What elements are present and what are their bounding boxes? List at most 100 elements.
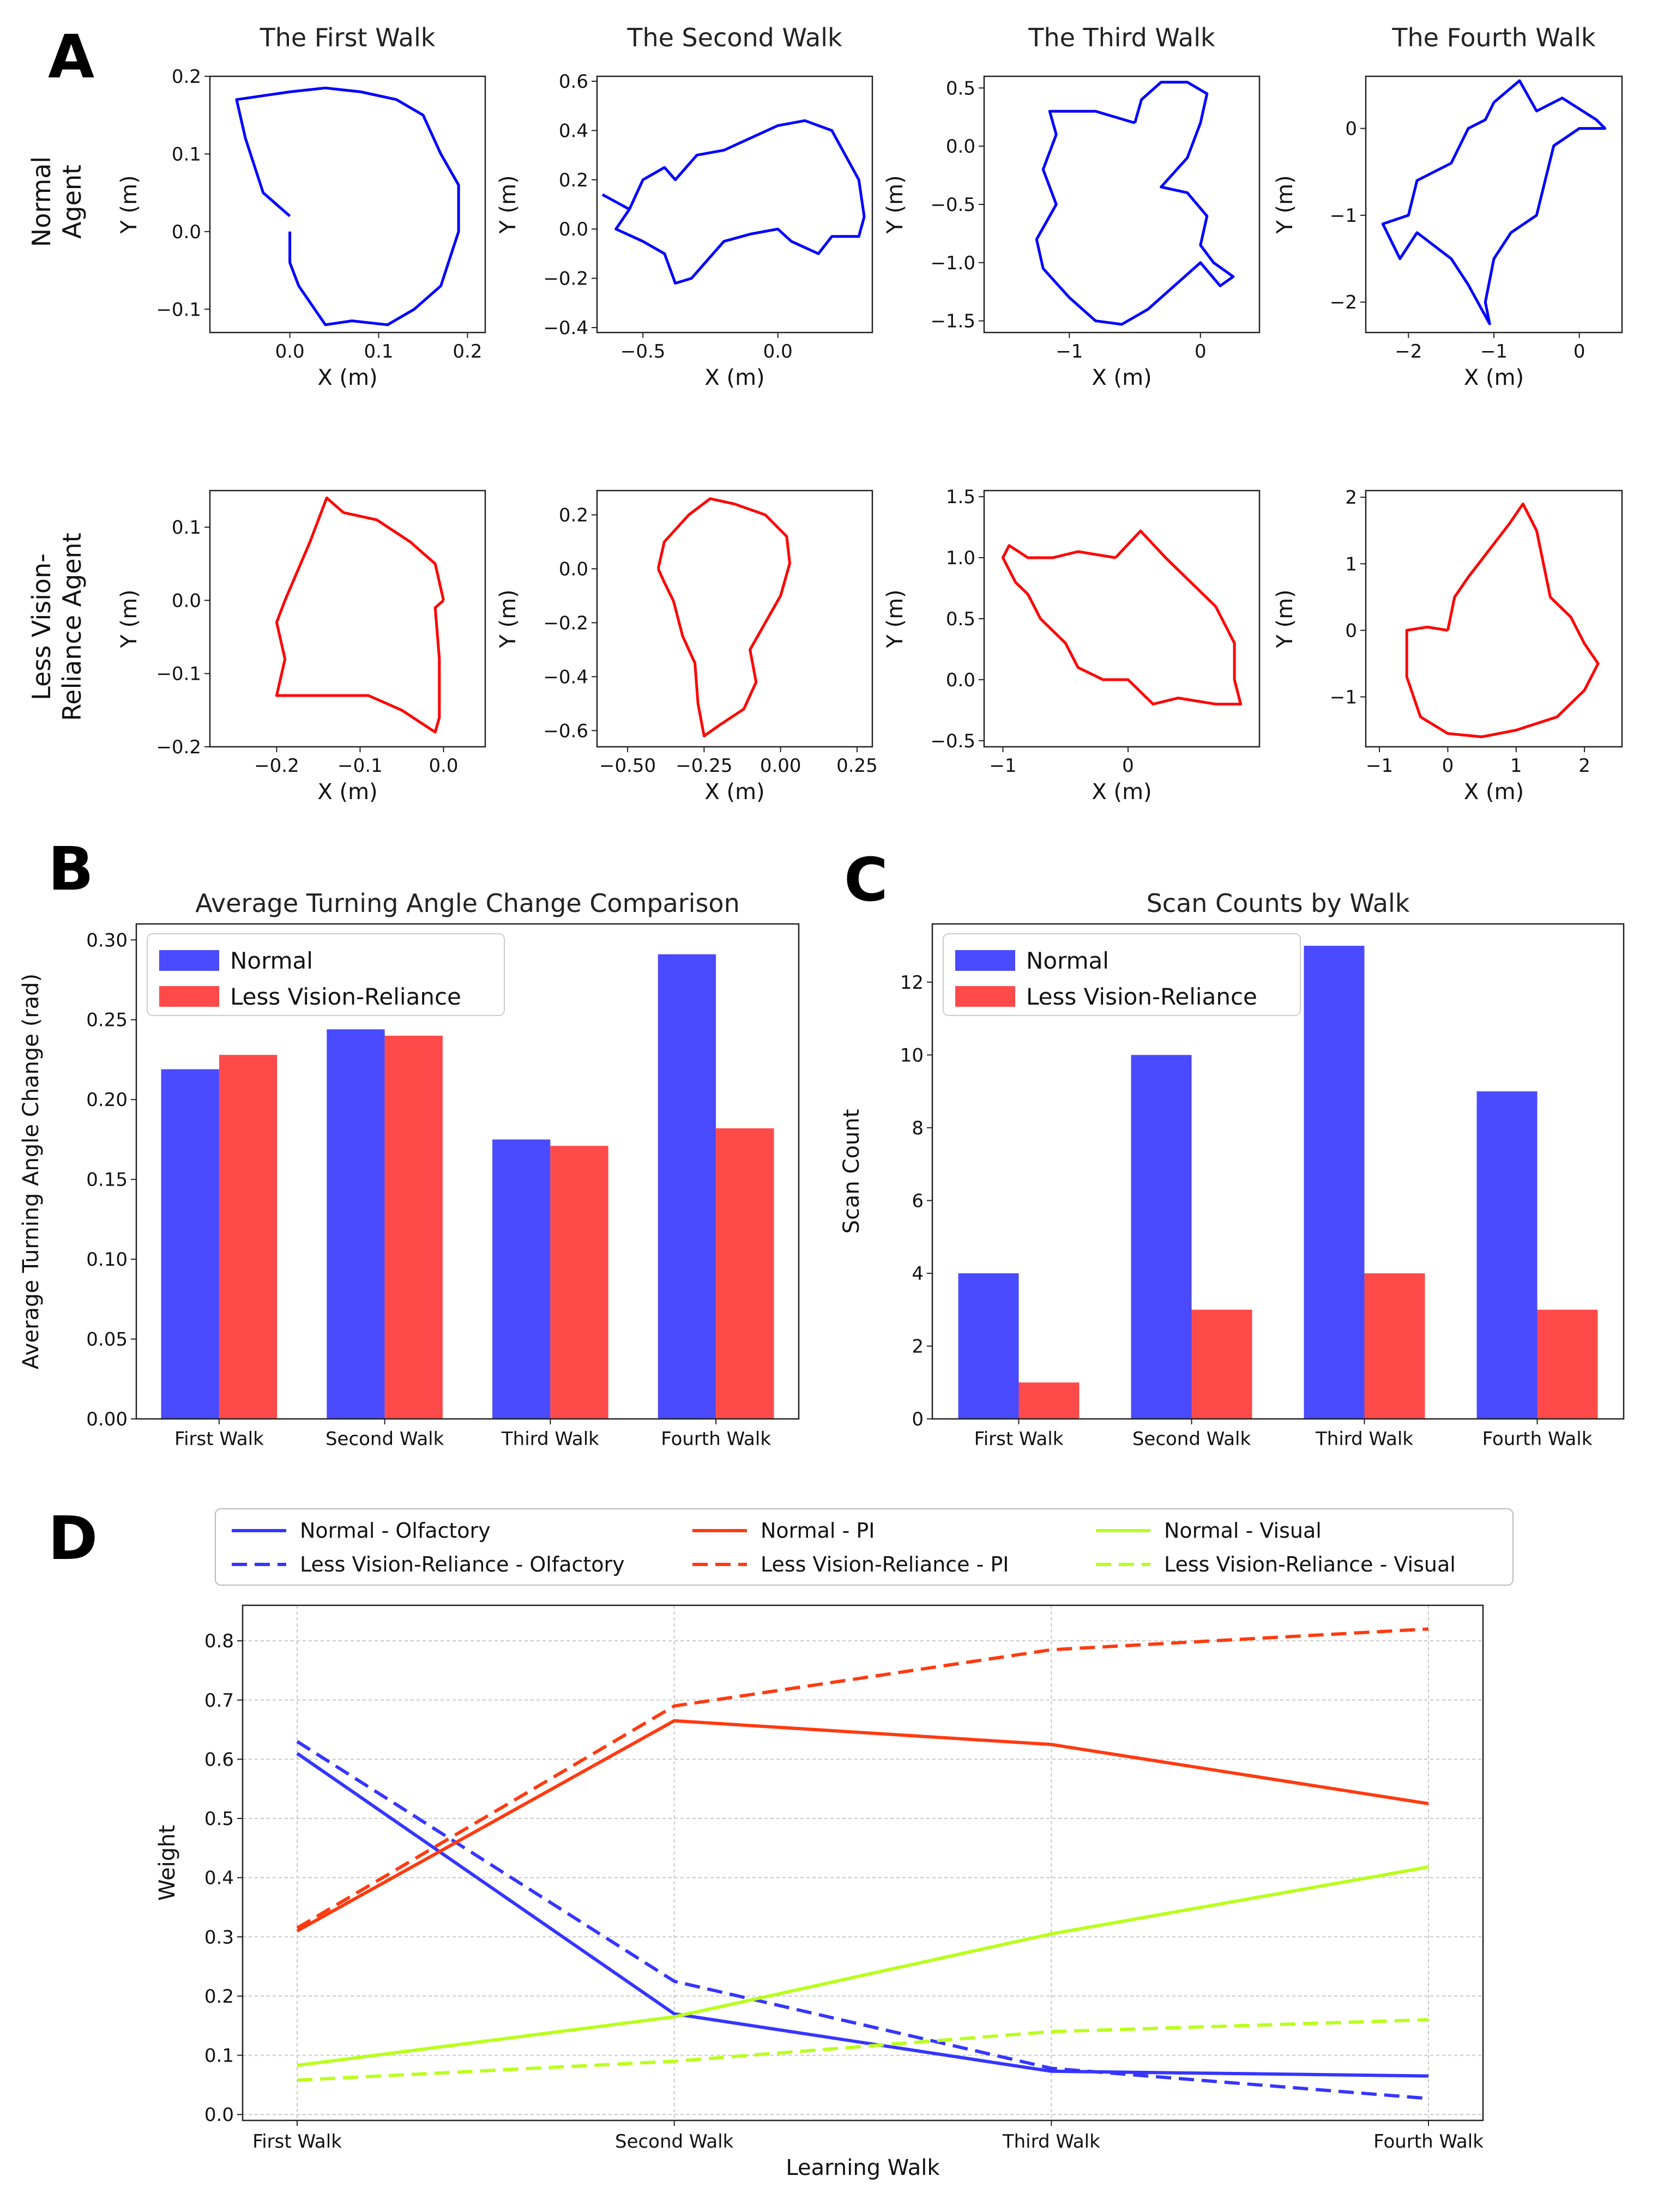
x-tick-label: −0.50 bbox=[599, 755, 656, 777]
trajectory-plot-a-normal-2: The Second Walk −0.5 0.0 −0.4 −0.2 0.0 0.2 0.4 0… bbox=[496, 23, 873, 390]
trajectory-line bbox=[656, 497, 791, 738]
x-tick-label: 0 bbox=[1573, 341, 1585, 362]
y-tick-label: −0.1 bbox=[156, 299, 201, 321]
line-chart-d: 0.0 0.1 0.2 0.3 0.4 0.5 0.6 0.7 0.8 First Walk Sec… bbox=[155, 1508, 1514, 2180]
x-axis-label: X (m) bbox=[704, 779, 764, 805]
legend-label: Less Vision-Reliance - PI bbox=[761, 1552, 1009, 1576]
row-label-normal-line1: Normal bbox=[27, 156, 56, 247]
y-tick-label: 1 bbox=[1345, 553, 1357, 575]
x-axis-label: X (m) bbox=[317, 365, 377, 390]
y-tick-label: 6 bbox=[912, 1190, 924, 1212]
y-tick-label: 0.2 bbox=[172, 66, 201, 88]
x-tick-label: Third Walk bbox=[501, 1428, 599, 1450]
y-axis-label: Y (m) bbox=[883, 589, 908, 648]
y-tick-label: 1.0 bbox=[946, 547, 975, 569]
trajectory-plot-a-less-3: −1 0 −0.5 0.0 0.5 1.0 1.5 X (m) Y (m) bbox=[883, 486, 1261, 805]
series-line-less-vision-reliance-visual bbox=[297, 2018, 1429, 2082]
legend-label: Less Vision-Reliance bbox=[1026, 983, 1257, 1010]
bar-normal bbox=[958, 1273, 1019, 1419]
y-tick-label: −1.0 bbox=[930, 252, 975, 274]
y-axis-label: Weight bbox=[155, 1825, 180, 1901]
trajectory-line bbox=[275, 496, 445, 734]
x-axis-label: X (m) bbox=[1092, 779, 1152, 805]
x-tick-label: −1 bbox=[1366, 755, 1393, 777]
trajectory-line bbox=[235, 86, 460, 327]
x-tick-label: −0.1 bbox=[337, 755, 383, 777]
legend-label: Normal bbox=[230, 947, 313, 974]
y-tick-label: 0.0 bbox=[946, 136, 975, 158]
x-tick-label: Fourth Walk bbox=[661, 1428, 771, 1450]
series-line-normal-olfactory bbox=[296, 1752, 1429, 2078]
y-tick-label: 12 bbox=[900, 972, 924, 994]
x-tick-label: 0.1 bbox=[364, 341, 393, 362]
trajectory-line bbox=[1035, 81, 1235, 326]
y-tick-label: 0.4 bbox=[559, 120, 588, 142]
legend-label: Less Vision-Reliance - Olfactory bbox=[300, 1552, 625, 1576]
series-line-less-vision-reliance-pi bbox=[296, 1627, 1429, 1930]
plot-frame bbox=[209, 489, 486, 748]
x-tick-label: 0 bbox=[1195, 341, 1207, 362]
y-tick-label: 0.5 bbox=[204, 1808, 234, 1830]
trajectory-plot-a-less-2: −0.50 −0.25 0.00 0.25 −0.6 −0.4 −0.2 0.0 0.2 X (m… bbox=[496, 489, 878, 805]
y-tick-label: −1 bbox=[1330, 205, 1357, 227]
x-tick-label: Second Walk bbox=[325, 1428, 444, 1450]
panel-letter-b: B bbox=[48, 834, 94, 904]
plot-frame bbox=[596, 75, 873, 334]
row-label-less-line1: Less Vision- bbox=[27, 553, 56, 700]
row-label-normal-line2: Agent bbox=[57, 165, 87, 239]
bar-normal bbox=[492, 1139, 551, 1419]
y-tick-label: 0.5 bbox=[946, 77, 975, 99]
trajectory-plot-a-normal-1: The First Walk 0.0 0.1 0.2 −0.1 0.0 0.1 0.2 X (m… bbox=[117, 23, 486, 390]
y-tick-label: 0.2 bbox=[559, 505, 588, 527]
trajectory-line bbox=[1405, 502, 1600, 739]
bar-normal bbox=[1476, 1091, 1538, 1419]
panel-letter-c: C bbox=[844, 845, 888, 915]
y-tick-label: −1 bbox=[1330, 686, 1357, 708]
x-axis-label: X (m) bbox=[1092, 365, 1152, 390]
y-tick-label: −2 bbox=[1330, 292, 1357, 313]
bar-less-vision-reliance bbox=[716, 1128, 774, 1419]
plot-title: The Third Walk bbox=[1028, 23, 1215, 52]
bar-normal bbox=[161, 1069, 219, 1419]
legend-label: Normal - Visual bbox=[1164, 1519, 1322, 1543]
y-tick-label: 0.25 bbox=[86, 1010, 128, 1031]
panel-letter-a: A bbox=[48, 22, 94, 92]
x-tick-label: First Walk bbox=[974, 1428, 1064, 1450]
trajectory-plot-a-normal-3: The Third Walk −1 0 −1.5 −1.0 −0.5 0.0 0.5 X (m)… bbox=[883, 23, 1261, 390]
legend-swatch bbox=[159, 950, 219, 971]
y-tick-label: 8 bbox=[912, 1117, 924, 1139]
plot-background bbox=[243, 1605, 1483, 2120]
x-tick-label: Second Walk bbox=[1132, 1428, 1251, 1450]
bar-less-vision-reliance bbox=[1018, 1382, 1080, 1419]
y-tick-label: 0.0 bbox=[946, 669, 975, 691]
bar-normal bbox=[658, 954, 716, 1419]
x-tick-label: First Walk bbox=[252, 2131, 342, 2153]
y-axis-label: Y (m) bbox=[883, 175, 908, 234]
plot-frame bbox=[1365, 75, 1623, 334]
y-tick-label: 0.1 bbox=[204, 2045, 234, 2067]
y-tick-label: 4 bbox=[912, 1263, 924, 1285]
x-tick-label: Fourth Walk bbox=[1373, 2131, 1484, 2153]
legend-box bbox=[147, 933, 505, 1016]
y-tick-label: 0.0 bbox=[204, 2104, 234, 2126]
x-tick-label: −0.2 bbox=[254, 755, 299, 777]
bar-less-vision-reliance bbox=[1537, 1309, 1598, 1419]
plot-frame bbox=[1365, 489, 1623, 748]
y-tick-label: 0.2 bbox=[559, 170, 588, 191]
legend-label: Less Vision-Reliance - Visual bbox=[1164, 1552, 1456, 1576]
y-tick-label: 0.30 bbox=[86, 929, 128, 951]
x-tick-label: Third Walk bbox=[1315, 1428, 1413, 1450]
x-tick-label: 0.2 bbox=[453, 341, 482, 362]
y-tick-label: −0.2 bbox=[543, 268, 588, 290]
plot-frame bbox=[242, 1604, 1484, 2122]
plot-frame bbox=[931, 923, 1625, 1420]
trajectory-line bbox=[1381, 79, 1607, 325]
bar-chart-b: Average Turning Angle Change Comparison F… bbox=[19, 889, 800, 1450]
legend-box bbox=[215, 1508, 1514, 1586]
legend: Normal Less Vision-Reliance bbox=[147, 933, 505, 1016]
y-tick-label: 0.0 bbox=[559, 558, 588, 580]
y-tick-label: −0.4 bbox=[543, 666, 588, 688]
y-tick-label: 0.1 bbox=[172, 517, 201, 539]
y-axis-label: Y (m) bbox=[1273, 589, 1298, 648]
